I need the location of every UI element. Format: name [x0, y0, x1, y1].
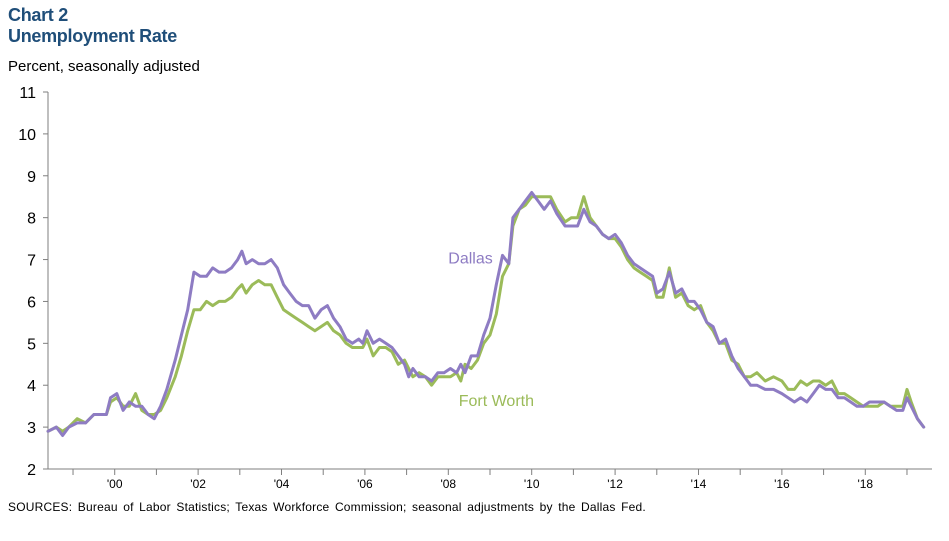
x-tick-label: '16: [774, 477, 790, 491]
y-tick-label: 10: [18, 127, 36, 144]
chart-title: Chart 2 Unemployment Rate: [8, 5, 177, 47]
y-tick-label: 7: [27, 253, 36, 270]
x-tick-label: '00: [107, 477, 123, 491]
x-tick-label: '08: [440, 477, 456, 491]
x-tick-label: '06: [357, 477, 373, 491]
y-tick-label: 2: [27, 462, 36, 479]
annotations: Dallas Fort Worth: [448, 251, 534, 410]
series-label-dallas: Dallas: [448, 251, 492, 268]
x-tick-label: '14: [691, 477, 707, 491]
y-tick-label: 4: [27, 378, 36, 395]
series-line-dallas: [46, 191, 926, 437]
x-tick-label: '18: [857, 477, 873, 491]
series-label-fort-worth: Fort Worth: [459, 393, 534, 410]
chart-number: Chart 2: [8, 5, 68, 25]
chart-heading: Unemployment Rate: [8, 26, 177, 46]
x-tick-label: '12: [607, 477, 623, 491]
y-tick-label: 9: [27, 169, 36, 186]
y-axis-unit-label: Percent, seasonally adjusted: [8, 58, 200, 75]
series-line-fort-worth: [46, 195, 926, 433]
y-tick-label: 6: [27, 294, 36, 311]
x-tick-label: '04: [274, 477, 290, 491]
axes: 2 3 4 5 6 7 8 9 10 11 '00 '02 '04 '06 '08 '10 '12 '14 '16 '…: [18, 85, 932, 491]
series-group: [46, 191, 926, 437]
source-note: SOURCES: Bureau of Labor Statistics; Tex…: [8, 500, 646, 514]
y-tick-label: 3: [27, 420, 36, 437]
y-tick-label: 11: [19, 85, 36, 102]
x-tick-label: '02: [190, 477, 206, 491]
x-tick-label: '10: [524, 477, 540, 491]
y-tick-label: 8: [27, 211, 36, 228]
y-tick-label: 5: [27, 336, 36, 353]
